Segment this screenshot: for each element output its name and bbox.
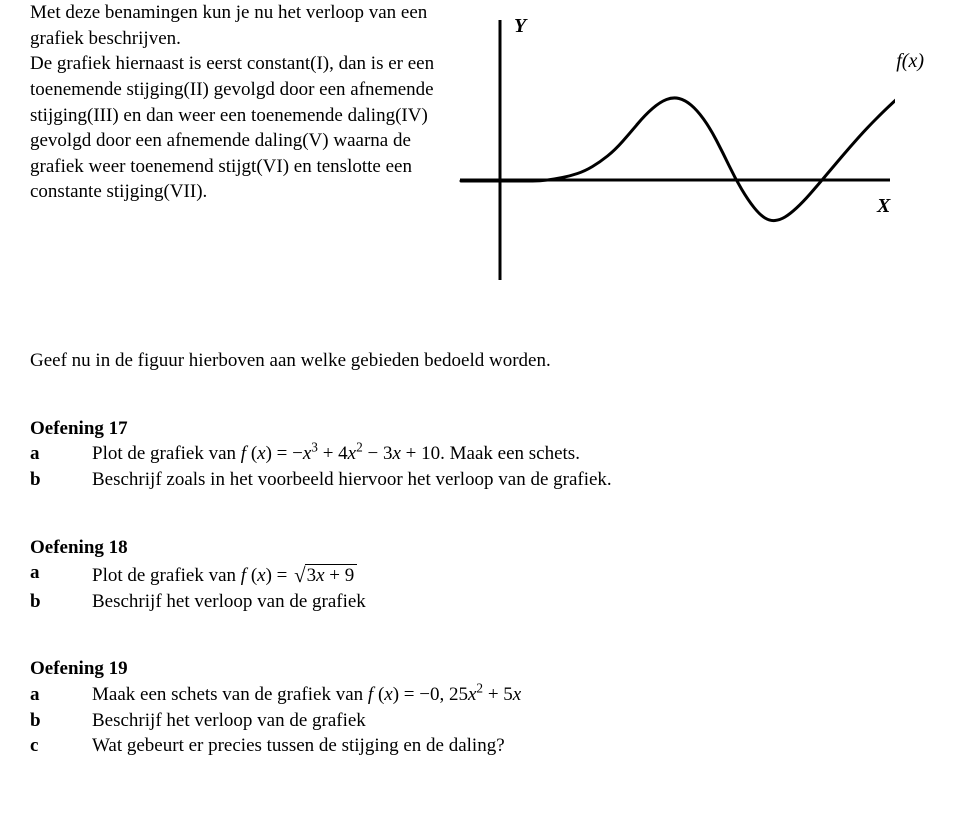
- svg-text:X: X: [876, 195, 891, 217]
- figure-container: YX f(x): [455, 0, 920, 290]
- oef18-a-text: Plot de grafiek van f (x) = √3x + 9: [92, 560, 920, 589]
- oef17-b-label: b: [30, 467, 92, 493]
- svg-text:Y: Y: [514, 15, 528, 37]
- function-graph: YX: [455, 10, 895, 290]
- oef19-c-label: c: [30, 733, 92, 759]
- oef17-a-text: Plot de grafiek van f (x) = −x3 + 4x2 − …: [92, 441, 920, 467]
- oef17-b-text: Beschrijf zoals in het voorbeeld hiervoo…: [92, 467, 920, 493]
- oefening-18: Oefening 18 a Plot de grafiek van f (x) …: [30, 535, 920, 615]
- oef17-title: Oefening 17: [30, 416, 920, 442]
- oef18-b-text: Beschrijf het verloop van de grafiek: [92, 589, 920, 615]
- oef19-c-text: Wat gebeurt er precies tussen de stijgin…: [92, 733, 920, 759]
- intro-line2: De grafiek hiernaast is eerst constant(I…: [30, 51, 455, 205]
- oef18-title: Oefening 18: [30, 535, 920, 561]
- oef19-a-text: Maak een schets van de grafiek van f (x)…: [92, 682, 920, 708]
- oef19-b-label: b: [30, 708, 92, 734]
- oefening-17: Oefening 17 a Plot de grafiek van f (x) …: [30, 416, 920, 493]
- fx-label: f(x): [896, 48, 924, 75]
- oef19-b-text: Beschrijf het verloop van de grafiek: [92, 708, 920, 734]
- oef18-a-label: a: [30, 560, 92, 589]
- oef17-a-label: a: [30, 441, 92, 467]
- instruction-geef: Geef nu in de figuur hierboven aan welke…: [30, 348, 920, 374]
- oef18-b-label: b: [30, 589, 92, 615]
- oefening-19: Oefening 19 a Maak een schets van de gra…: [30, 656, 920, 759]
- intro-line1: Met deze benamingen kun je nu het verloo…: [30, 0, 455, 51]
- oef19-a-label: a: [30, 682, 92, 708]
- oef19-title: Oefening 19: [30, 656, 920, 682]
